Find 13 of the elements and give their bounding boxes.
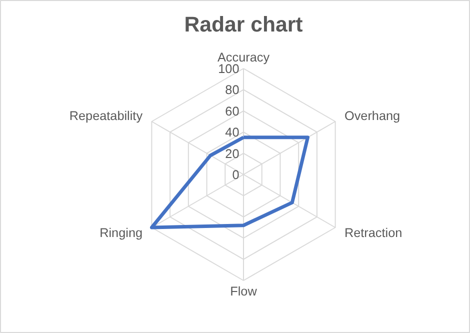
spoke-label: Repeatability [69,109,144,124]
spoke-label: Flow [230,284,258,299]
y-tick-label: 80 [225,83,240,98]
y-tick-label: 100 [218,62,240,76]
spoke-label: Retraction [344,226,402,240]
spoke-label: Ringing [100,226,143,240]
chart-title: Radar chart [184,12,303,36]
spoke-label: Accuracy [217,50,270,64]
y-tick-label: 60 [225,104,240,118]
y-tick-label: 0 [232,168,240,182]
y-tick-label: 40 [225,126,240,140]
spoke-label: Overhang [344,109,400,124]
y-tick-label: 20 [225,146,240,161]
